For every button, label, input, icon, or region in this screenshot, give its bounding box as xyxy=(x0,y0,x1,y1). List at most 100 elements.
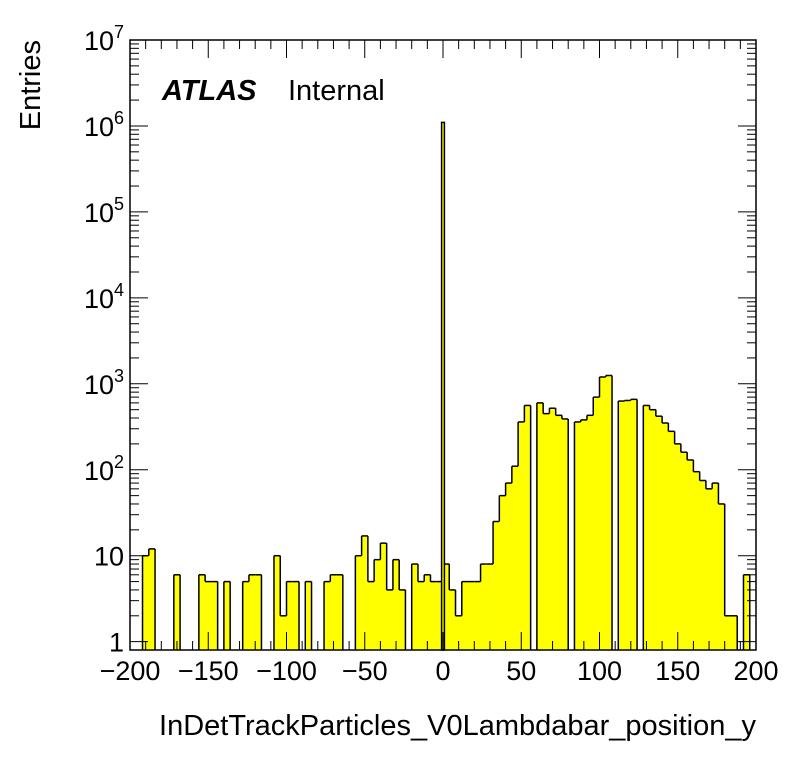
x-tick-labels: −200 −150 −100 −50 0 50 100 150 200 xyxy=(100,656,779,686)
x-tick-label: −50 xyxy=(342,656,388,686)
x-tick-label: −150 xyxy=(178,656,239,686)
histogram-bar xyxy=(324,581,331,650)
atlas-label: ATLAS xyxy=(161,75,257,107)
histogram-bar xyxy=(561,418,569,650)
histogram-bar xyxy=(630,399,638,650)
histogram-bar xyxy=(411,564,419,650)
y-axis-label: Entries xyxy=(15,40,47,130)
histogram-bar xyxy=(643,405,650,650)
x-tick-label: 200 xyxy=(733,656,778,686)
histogram-bar xyxy=(417,581,425,650)
histogram-bar xyxy=(424,574,431,650)
histogram-bar xyxy=(449,589,456,650)
x-tick-label: 150 xyxy=(655,656,700,686)
histogram-bar xyxy=(724,615,732,650)
histogram-bar xyxy=(399,589,406,650)
histogram-bar xyxy=(662,423,669,650)
histogram-bar xyxy=(518,421,525,650)
histogram-bar xyxy=(486,564,494,650)
histogram-bar xyxy=(493,521,500,650)
y-tick-label: 10 xyxy=(94,542,124,572)
histogram-bar xyxy=(248,574,256,650)
y-tick-label: 105 xyxy=(84,194,124,228)
histogram-bar xyxy=(624,400,632,650)
histogram-bars xyxy=(141,121,751,651)
histogram-bar xyxy=(649,409,657,650)
x-tick-label: −200 xyxy=(100,656,161,686)
y-tick-label: 1 xyxy=(109,628,124,658)
y-tick-label: 104 xyxy=(84,280,124,314)
histogram-bar xyxy=(586,415,594,650)
histogram-bar xyxy=(205,581,212,650)
histogram-bar xyxy=(549,408,556,650)
histogram-bar xyxy=(543,413,550,650)
histogram-bar xyxy=(455,615,463,650)
histogram-bar xyxy=(618,401,625,650)
histogram-bar xyxy=(536,402,544,650)
histogram-bar xyxy=(374,559,381,650)
histogram-bar xyxy=(574,421,582,650)
histogram-bar xyxy=(361,535,369,650)
histogram-bar xyxy=(580,419,588,650)
histogram-bar xyxy=(336,574,344,650)
histogram-bar xyxy=(198,574,206,650)
histogram-peak-bar xyxy=(440,121,446,651)
histogram-bar xyxy=(443,564,450,650)
plot-frame xyxy=(129,39,757,651)
histogram-bar xyxy=(505,483,513,650)
x-tick-label: 0 xyxy=(435,656,450,686)
histogram-bar xyxy=(461,581,469,650)
x-axis-label: InDetTrackParticles_V0Lambdabar_position… xyxy=(159,710,756,742)
histogram-bar xyxy=(148,548,156,650)
histogram-bar xyxy=(499,495,506,650)
histogram-bar xyxy=(599,377,607,650)
histogram-bar xyxy=(705,488,713,650)
histogram-bar xyxy=(286,581,294,650)
histogram-bar xyxy=(355,555,362,650)
histogram-bar xyxy=(273,555,281,650)
histogram-bar xyxy=(242,581,250,650)
histogram-bar xyxy=(436,581,444,650)
histogram-bar xyxy=(330,574,337,650)
y-tick-label: 102 xyxy=(84,452,124,486)
histogram-bar xyxy=(668,431,675,650)
y-tick-label: 106 xyxy=(84,108,124,142)
histogram-bar xyxy=(474,581,481,650)
histogram-bar xyxy=(730,615,738,650)
histogram-bar xyxy=(511,466,519,650)
histogram-bar xyxy=(693,471,700,650)
y-tick-label: 107 xyxy=(84,22,124,56)
histogram-bar xyxy=(305,581,312,650)
histogram-bar xyxy=(430,581,438,650)
histogram-bar xyxy=(555,415,563,650)
histogram-bar xyxy=(280,615,287,650)
histogram-bar xyxy=(380,543,387,650)
histogram-bar xyxy=(392,559,400,650)
histogram-bar xyxy=(468,581,475,650)
histogram-bar xyxy=(593,397,600,650)
histogram-bar xyxy=(718,503,725,650)
histogram-bar xyxy=(292,581,300,650)
histogram-bar xyxy=(223,581,231,650)
y-tick-labels: 1 10 102 103 104 105 106 107 xyxy=(84,22,124,658)
histogram-bar xyxy=(142,555,150,650)
histogram-bar xyxy=(655,416,663,650)
y-tick-label: 103 xyxy=(84,366,124,400)
x-tick-label: −100 xyxy=(256,656,317,686)
x-tick-label: 50 xyxy=(506,656,536,686)
histogram-bar xyxy=(674,443,682,650)
histogram-bar xyxy=(524,405,531,650)
histogram-bar xyxy=(687,459,694,650)
histogram-bar xyxy=(699,480,707,650)
histogram-bar xyxy=(712,483,719,650)
histogram-bar xyxy=(211,581,218,650)
x-tick-label: 100 xyxy=(577,656,622,686)
internal-label: Internal xyxy=(288,75,385,107)
histogram-bar xyxy=(367,581,375,650)
histogram-bar xyxy=(680,452,688,650)
histogram-bar xyxy=(480,564,488,650)
histogram-bar xyxy=(255,574,262,650)
histogram-bar xyxy=(743,574,751,650)
histogram-bar xyxy=(605,375,613,650)
